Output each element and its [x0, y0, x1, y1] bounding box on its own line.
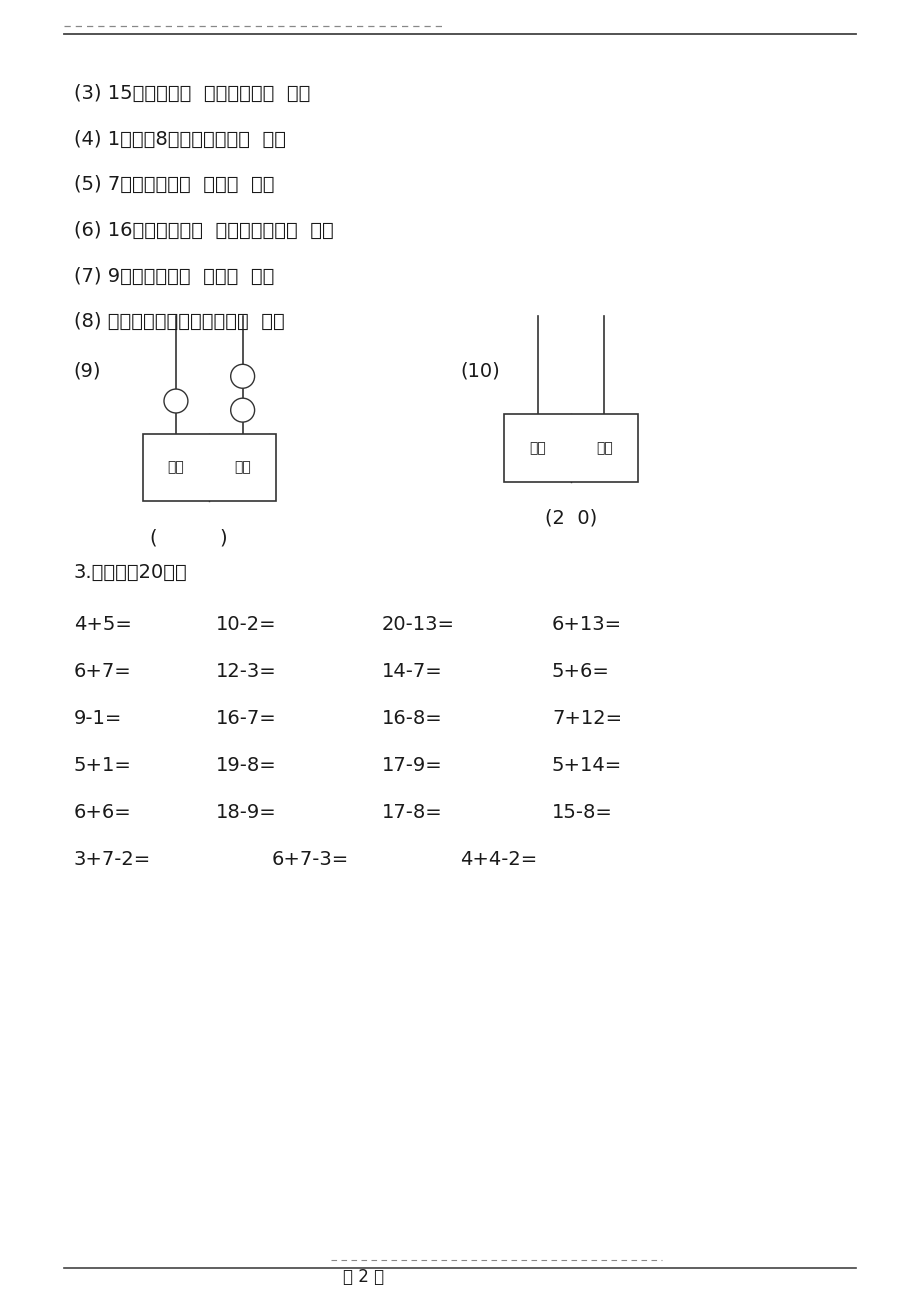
- Text: 个位: 个位: [234, 461, 251, 474]
- Bar: [142, 434, 276, 501]
- Text: (8) 一个十，九个一合起来是（  ）。: (8) 一个十，九个一合起来是（ ）。: [74, 312, 284, 331]
- Text: 10-2=: 10-2=: [216, 616, 277, 634]
- Text: 3+7-2=: 3+7-2=: [74, 850, 151, 868]
- Text: 14-7=: 14-7=: [381, 663, 442, 681]
- Text: 6+7-3=: 6+7-3=: [271, 850, 348, 868]
- Text: 20-13=: 20-13=: [381, 616, 454, 634]
- Text: (7) 9的相邻数是（  ）和（  ）。: (7) 9的相邻数是（ ）和（ ）。: [74, 267, 274, 285]
- Text: 4+4-2=: 4+4-2=: [460, 850, 537, 868]
- Text: 15-8=: 15-8=: [551, 803, 612, 822]
- Text: 4+5=: 4+5=: [74, 616, 131, 634]
- Text: 7+12=: 7+12=: [551, 710, 621, 728]
- Text: 19-8=: 19-8=: [216, 756, 277, 775]
- Text: (4) 1个十，8个一合起来是（  ）。: (4) 1个十，8个一合起来是（ ）。: [74, 130, 285, 148]
- Text: 6+7=: 6+7=: [74, 663, 131, 681]
- Text: (10): (10): [460, 362, 499, 380]
- Text: 6+13=: 6+13=: [551, 616, 621, 634]
- Bar: [504, 414, 637, 482]
- Text: (2  0): (2 0): [544, 509, 596, 527]
- Ellipse shape: [231, 365, 255, 388]
- Text: (5) 7的相邻数是（  ）和（  ）。: (5) 7的相邻数是（ ）和（ ）。: [74, 176, 274, 194]
- Text: 5+6=: 5+6=: [551, 663, 609, 681]
- Text: (          ): ( ): [151, 529, 228, 547]
- Text: (3) 15的个位是（  ），十位是（  ）。: (3) 15的个位是（ ），十位是（ ）。: [74, 85, 310, 103]
- Text: 5+1=: 5+1=: [74, 756, 131, 775]
- Text: 16-7=: 16-7=: [216, 710, 277, 728]
- Text: 16-8=: 16-8=: [381, 710, 442, 728]
- Text: 17-9=: 17-9=: [381, 756, 442, 775]
- Text: (6) 16的十位上是（  ），个位上是（  ）。: (6) 16的十位上是（ ），个位上是（ ）。: [74, 221, 333, 240]
- Text: 十位: 十位: [528, 441, 545, 454]
- Ellipse shape: [231, 398, 255, 422]
- Text: 十位: 十位: [167, 461, 184, 474]
- Text: 第 2 页: 第 2 页: [343, 1268, 383, 1286]
- Text: 17-8=: 17-8=: [381, 803, 442, 822]
- Ellipse shape: [164, 389, 187, 413]
- Text: (9): (9): [74, 362, 101, 380]
- Text: 5+14=: 5+14=: [551, 756, 621, 775]
- Text: 个位: 个位: [596, 441, 612, 454]
- Text: 6+6=: 6+6=: [74, 803, 131, 822]
- Text: 3.计算。（20分）: 3.计算。（20分）: [74, 564, 187, 582]
- Text: 9-1=: 9-1=: [74, 710, 122, 728]
- Text: 18-9=: 18-9=: [216, 803, 277, 822]
- Text: 12-3=: 12-3=: [216, 663, 277, 681]
